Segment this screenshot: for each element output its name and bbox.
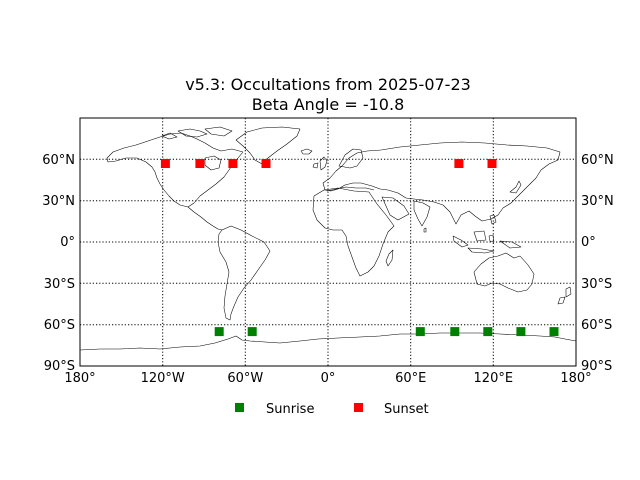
coast-eurasia <box>322 141 561 225</box>
sunrise-marker-2 <box>247 327 257 337</box>
sunset-marker-2 <box>195 159 205 168</box>
map-frame <box>79 117 577 367</box>
sunrise-marker-4 <box>450 327 460 337</box>
coast-new-zealand <box>557 286 572 305</box>
right-latitude-labels: 60°N 30°N 0° 30°S 60°S 90°S <box>581 153 614 374</box>
legend-sunset-label: Sunset <box>384 402 429 417</box>
chart-title-line1: v5.3: Occultations from 2025-07-23 <box>185 75 471 94</box>
bottom-label-0: 0° <box>321 371 336 386</box>
legend: Sunrise Sunset <box>235 402 429 417</box>
sunrise-marker-3 <box>415 327 425 337</box>
bottom-label-120e: 120°E <box>474 371 514 386</box>
right-label-90s: 90°S <box>581 359 612 374</box>
coast-iceland <box>300 148 313 155</box>
left-label-90s: 90°S <box>44 359 75 374</box>
sunset-marker-3 <box>228 159 238 168</box>
coast-scandinavia <box>338 148 364 169</box>
bottom-label-180e: 180° <box>560 371 591 386</box>
right-label-30n: 30°N <box>581 194 614 209</box>
occultation-markers <box>160 159 559 337</box>
sunrise-marker-7 <box>549 327 559 337</box>
sunrise-marker-5 <box>483 327 493 337</box>
bottom-label-120w: 120°W <box>141 371 185 386</box>
left-latitude-labels: 60°N 30°N 0° 30°S 60°S 90°S <box>42 153 75 374</box>
right-label-0: 0° <box>581 235 596 250</box>
bottom-label-60e: 60°E <box>395 371 426 386</box>
sunset-marker-1 <box>160 159 170 168</box>
sunrise-marker-1 <box>214 327 224 337</box>
coast-india <box>413 200 431 227</box>
left-label-60n: 60°N <box>42 153 75 168</box>
sunset-marker-4 <box>261 159 271 168</box>
right-label-60n: 60°N <box>581 153 614 168</box>
sunset-marker-5 <box>454 159 464 168</box>
coast-greenland <box>235 126 301 165</box>
sunrise-marker-6 <box>516 327 526 337</box>
legend-sunrise-label: Sunrise <box>266 402 314 417</box>
bottom-longitude-labels: 180° 120°W 60°W 0° 60°E 120°E 180° <box>64 371 591 386</box>
coast-arctic-islands <box>161 126 233 140</box>
coast-british-isles <box>312 156 328 171</box>
chart-title-line2: Beta Angle = -10.8 <box>252 95 405 114</box>
left-label-0: 0° <box>60 235 75 250</box>
coast-madagascar <box>385 249 394 267</box>
sunset-marker-6 <box>487 159 497 168</box>
coast-arabia <box>381 196 410 221</box>
coast-sri-lanka <box>423 227 427 233</box>
left-label-30s: 30°S <box>44 277 75 292</box>
left-label-30n: 30°N <box>42 194 75 209</box>
bottom-label-180w: 180° <box>64 371 95 386</box>
right-label-30s: 30°S <box>581 277 612 292</box>
coast-japan <box>509 180 522 194</box>
coast-africa <box>312 187 395 277</box>
left-label-60s: 60°S <box>44 318 75 333</box>
coastlines <box>79 126 577 351</box>
coast-antarctica <box>79 332 577 351</box>
legend-sunset-marker <box>354 403 363 412</box>
coast-mediterranean <box>326 186 375 192</box>
coast-australia <box>473 252 535 293</box>
coast-south-america <box>217 225 271 321</box>
coast-central-america <box>187 206 223 231</box>
coast-hudson-bay <box>204 155 222 171</box>
bottom-label-60w: 60°W <box>227 371 263 386</box>
legend-sunrise-marker <box>235 403 244 412</box>
map-plot-area <box>79 117 577 367</box>
right-label-60s: 60°S <box>581 318 612 333</box>
